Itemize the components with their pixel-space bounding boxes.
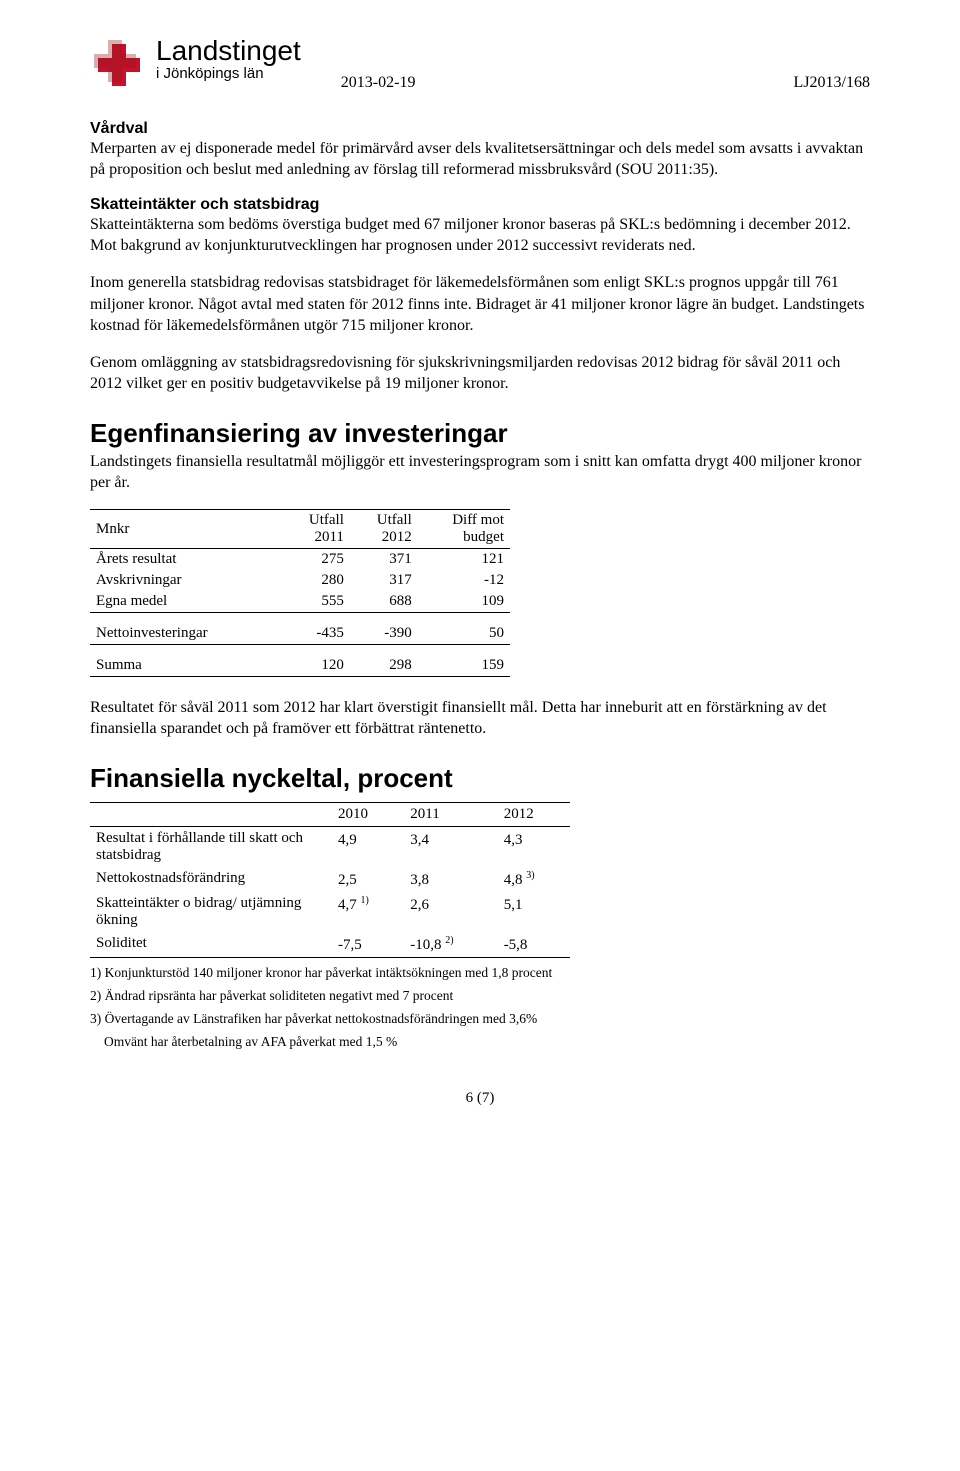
page-header: Landstinget i Jönköpings län 2013-02-19 … bbox=[90, 30, 870, 92]
vardval-label: Vårdval bbox=[90, 120, 870, 138]
logo-main-text: Landstinget bbox=[156, 36, 301, 65]
table-row: Resultat i förhållande till skatt och st… bbox=[90, 827, 570, 868]
th-utfall-2011: Utfall2011 bbox=[282, 510, 350, 549]
table-row: Summa 120 298 159 bbox=[90, 655, 510, 677]
skatt-label: Skatteintäkter och statsbidrag bbox=[90, 196, 870, 214]
th-diff: Diff motbudget bbox=[418, 510, 510, 549]
egen-after: Resultatet för såväl 2011 som 2012 har k… bbox=[90, 697, 870, 739]
logo-icon bbox=[90, 30, 148, 88]
header-ref: LJ2013/168 bbox=[794, 74, 870, 92]
th-2011: 2011 bbox=[404, 803, 497, 827]
table-row: Nettokostnadsförändring 2,5 3,8 4,8 3) bbox=[90, 867, 570, 892]
table-row bbox=[90, 613, 510, 624]
egen-title: Egenfinansiering av investeringar bbox=[90, 418, 870, 449]
table-row: Soliditet -7,5 -10,8 2) -5,8 bbox=[90, 932, 570, 958]
th-2010: 2010 bbox=[332, 803, 404, 827]
table-row: Skatteintäkter o bidrag/ utjämning öknin… bbox=[90, 892, 570, 932]
table-row: Årets resultat 275 371 121 bbox=[90, 549, 510, 571]
logo: Landstinget i Jönköpings län bbox=[90, 30, 301, 88]
footnotes: 1) Konjunkturstöd 140 miljoner kronor ha… bbox=[90, 964, 870, 1052]
th-utfall-2012: Utfall2012 bbox=[350, 510, 418, 549]
footnote-3: 3) Övertagande av Länstrafiken har påver… bbox=[90, 1010, 870, 1029]
investering-table: Mnkr Utfall2011 Utfall2012 Diff motbudge… bbox=[90, 509, 510, 677]
logo-sub-text: i Jönköpings län bbox=[156, 66, 301, 82]
footnote-2: 2) Ändrad ripsränta har påverkat solidit… bbox=[90, 987, 870, 1006]
nyckeltal-table: 2010 2011 2012 Resultat i förhållande ti… bbox=[90, 802, 570, 958]
vardval-para: Merparten av ej disponerade medel för pr… bbox=[90, 138, 870, 180]
table-row: Nettoinvesteringar -435 -390 50 bbox=[90, 623, 510, 645]
page-number: 6 (7) bbox=[90, 1090, 870, 1107]
skatt-p2: Inom generella statsbidrag redovisas sta… bbox=[90, 272, 870, 335]
footnote-1: 1) Konjunkturstöd 140 miljoner kronor ha… bbox=[90, 964, 870, 983]
table-row: Egna medel 555 688 109 bbox=[90, 591, 510, 613]
table-row bbox=[90, 645, 510, 656]
footnote-3b: Omvänt har återbetalning av AFA påverkat… bbox=[90, 1033, 870, 1052]
skatt-p1: Skatteintäkterna som bedöms överstiga bu… bbox=[90, 214, 870, 256]
skatt-p3: Genom omläggning av statsbidragsredovisn… bbox=[90, 352, 870, 394]
egen-intro: Landstingets finansiella resultatmål möj… bbox=[90, 451, 870, 493]
th-2012: 2012 bbox=[498, 803, 570, 827]
th-mnkr: Mnkr bbox=[90, 510, 282, 549]
fin-title: Finansiella nyckeltal, procent bbox=[90, 763, 870, 794]
header-date: 2013-02-19 bbox=[341, 74, 416, 92]
table-row: Avskrivningar 280 317 -12 bbox=[90, 570, 510, 591]
